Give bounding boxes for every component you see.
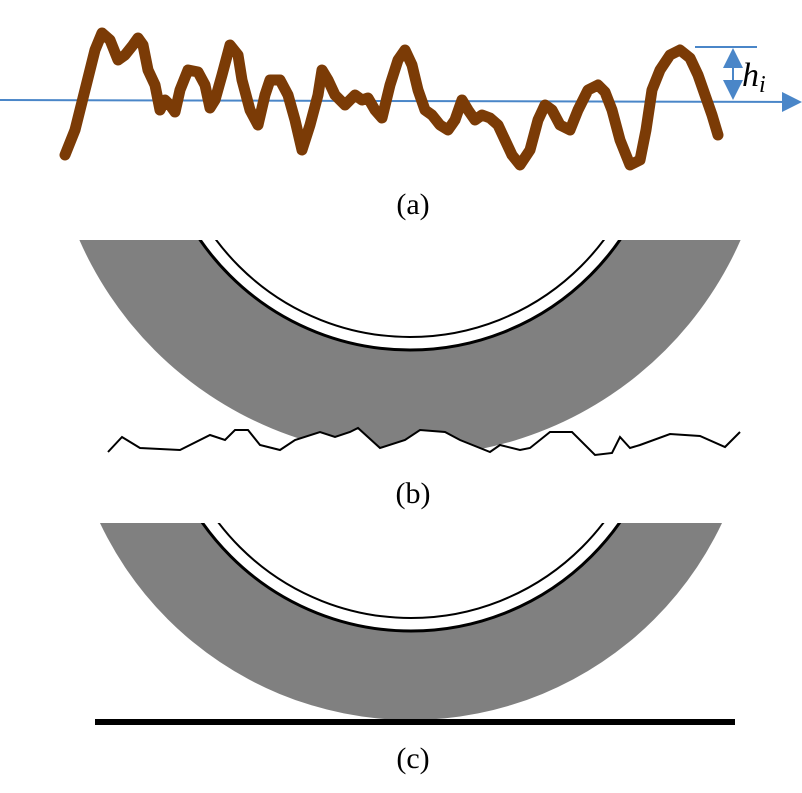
- panel-label: (b): [396, 477, 431, 510]
- rough-profile: [59, 27, 724, 171]
- panel-label: (a): [396, 188, 429, 221]
- height-symbol: h: [742, 57, 759, 94]
- rim-inner: [217, 523, 605, 619]
- height-label: hi: [742, 57, 766, 98]
- rim-inner: [215, 240, 605, 338]
- panel-a: hi (a): [0, 27, 802, 221]
- mean-line: [0, 91, 802, 112]
- panel-c: (c): [95, 523, 735, 775]
- panel-b: (b): [79, 240, 741, 510]
- road-mask: [108, 428, 740, 480]
- panel-label: (c): [396, 742, 429, 775]
- height-subscript: i: [759, 72, 766, 98]
- rough-road: [107, 426, 741, 457]
